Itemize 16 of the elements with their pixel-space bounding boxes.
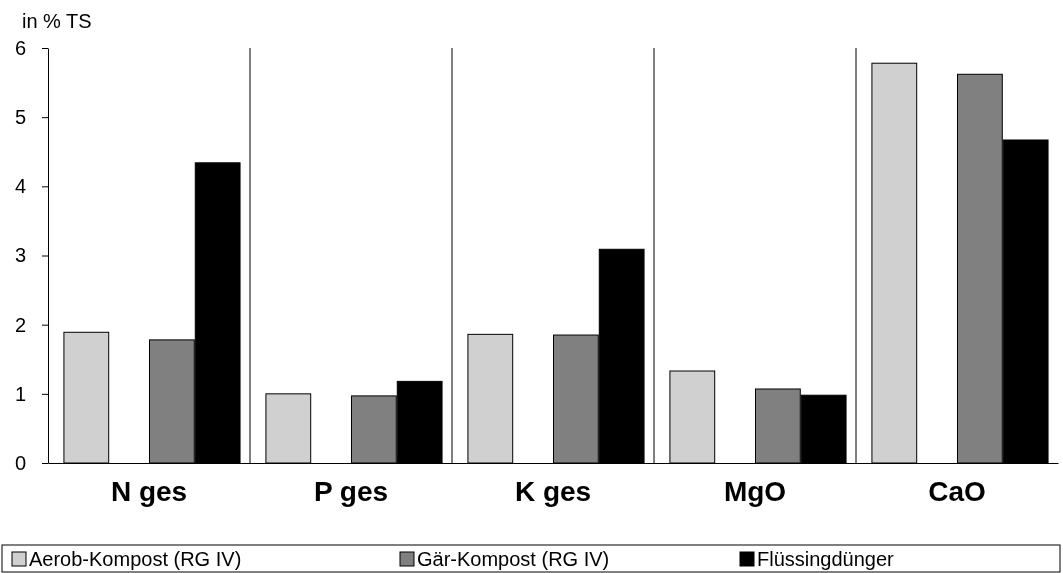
x-tick-label: K ges: [514, 476, 592, 507]
y-tick-label: 3: [14, 244, 26, 267]
x-tick-label: MgO: [723, 476, 787, 507]
y-tick-label: 4: [14, 175, 26, 198]
y-tick-label: 1: [14, 382, 26, 405]
y-tick-label: 0: [14, 451, 26, 474]
y-tick-label: 6: [14, 36, 26, 59]
y-tick-label: 2: [14, 313, 26, 336]
y-axis-title: in % TS: [22, 10, 92, 32]
legend-label: Flüssingdünger: [757, 548, 895, 570]
x-tick-label: N ges: [110, 476, 188, 507]
legend-label: Gär-Kompost (RG IV): [417, 548, 610, 570]
y-tick-label: 5: [14, 106, 26, 129]
x-tick-label: CaO: [928, 476, 986, 507]
legend-label: Aerob-Kompost (RG IV): [29, 548, 242, 570]
x-tick-label: P ges: [313, 476, 389, 507]
